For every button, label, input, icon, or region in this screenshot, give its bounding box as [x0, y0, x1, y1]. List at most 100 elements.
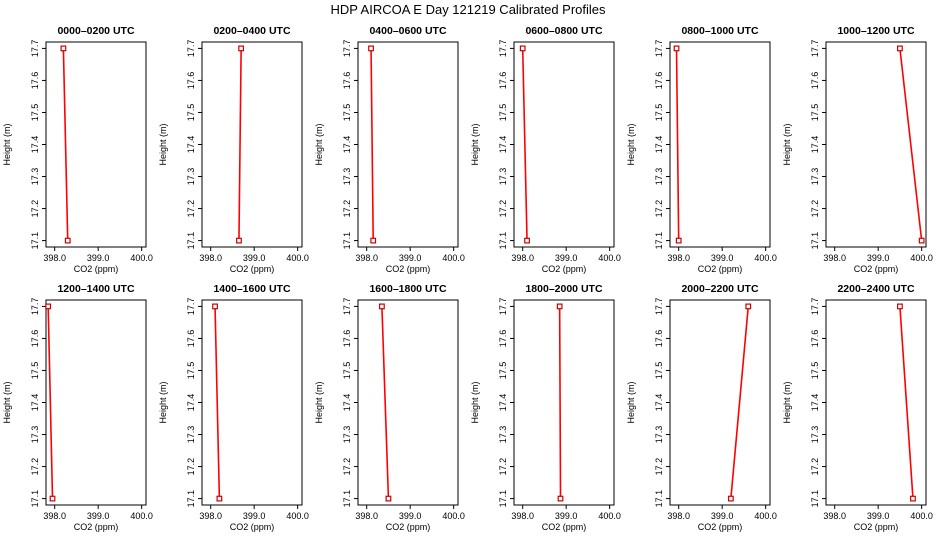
y-tick-label: 17.4: [342, 394, 352, 412]
data-point: [385, 495, 392, 502]
y-tick-label: 17.6: [810, 72, 820, 90]
data-point: [216, 495, 223, 502]
y-tick-label: 17.1: [810, 490, 820, 508]
x-tick-label: 398.0: [43, 253, 66, 263]
profile-line: [730, 306, 750, 499]
x-axis-label: CO2 (ppm): [854, 264, 899, 274]
y-tick-label: 17.4: [498, 394, 508, 412]
data-point: [49, 495, 56, 502]
y-tick-label: 17.5: [810, 104, 820, 122]
y-tick-label: 17.5: [186, 104, 196, 122]
y-tick-label: 17.3: [342, 168, 352, 186]
y-tick-label: 17.1: [654, 232, 664, 250]
y-tick-label: 17.3: [498, 426, 508, 444]
x-tick-label: 400.0: [130, 253, 153, 263]
x-tick-label: 400.0: [442, 253, 465, 263]
y-tick-label: 17.2: [810, 200, 820, 218]
panel-title: 0400–0600 UTC: [369, 25, 446, 37]
y-tick-label: 17.7: [30, 40, 40, 58]
x-axis-label: CO2 (ppm): [542, 264, 587, 274]
x-axis-label: CO2 (ppm): [854, 522, 899, 532]
y-axis-label: Height (m): [626, 123, 636, 165]
y-tick-label: 17.2: [498, 458, 508, 476]
panel-8: 1400–1600 UTC 398.0 399.0 400.0 17.1 17.2 17.3…: [158, 283, 309, 532]
y-tick-label: 17.2: [186, 458, 196, 476]
y-tick-label: 17.4: [186, 136, 196, 154]
x-tick-label: 399.0: [867, 253, 890, 263]
panel-6: 1000–1200 UTC 398.0 399.0 400.0 17.1 17.2 17.3…: [782, 25, 933, 274]
data-point: [370, 237, 377, 244]
data-point: [673, 45, 680, 52]
y-tick-label: 17.4: [30, 136, 40, 154]
y-tick-label: 17.3: [30, 168, 40, 186]
y-axis-label: Height (m): [158, 123, 168, 165]
y-axis-label: Height (m): [470, 123, 480, 165]
y-tick-label: 17.4: [342, 136, 352, 154]
profile-line: [214, 306, 221, 499]
data-point: [238, 45, 245, 52]
y-tick-label: 17.6: [498, 330, 508, 348]
data-point: [519, 45, 526, 52]
panel-title: 1600–1800 UTC: [369, 283, 446, 295]
y-tick-label: 17.5: [810, 362, 820, 380]
y-tick-label: 17.6: [30, 72, 40, 90]
y-tick-label: 17.4: [654, 394, 664, 412]
y-axis-label: Height (m): [782, 123, 792, 165]
y-tick-label: 17.2: [654, 200, 664, 218]
y-tick-label: 17.1: [30, 232, 40, 250]
panel-title: 2200–2400 UTC: [837, 283, 914, 295]
y-tick-label: 17.3: [186, 426, 196, 444]
data-point: [675, 237, 682, 244]
y-tick-label: 17.2: [498, 200, 508, 218]
y-tick-label: 17.6: [342, 330, 352, 348]
data-point: [45, 303, 52, 310]
x-tick-label: 399.0: [243, 511, 266, 521]
profile-line: [62, 48, 69, 241]
x-tick-label: 399.0: [555, 253, 578, 263]
y-tick-label: 17.5: [654, 104, 664, 122]
x-axis-label: CO2 (ppm): [74, 522, 119, 532]
x-tick-label: 400.0: [442, 511, 465, 521]
data-point: [236, 237, 242, 244]
x-tick-label: 399.0: [87, 511, 110, 521]
profile-line: [370, 48, 375, 241]
x-tick-label: 398.0: [667, 511, 690, 521]
panel-title: 0200–0400 UTC: [213, 25, 290, 37]
x-tick-label: 399.0: [711, 253, 734, 263]
y-tick-label: 17.7: [810, 298, 820, 316]
y-axis-label: Height (m): [314, 381, 324, 423]
y-tick-label: 17.7: [30, 298, 40, 316]
y-tick-label: 17.7: [186, 40, 196, 58]
data-point: [918, 237, 925, 244]
y-tick-label: 17.7: [654, 298, 664, 316]
y-tick-label: 17.2: [810, 458, 820, 476]
y-tick-label: 17.2: [30, 200, 40, 218]
profile-line: [381, 306, 390, 499]
profile-line: [899, 306, 914, 499]
x-tick-label: 400.0: [754, 511, 777, 521]
y-tick-label: 17.5: [342, 104, 352, 122]
x-tick-label: 398.0: [199, 253, 222, 263]
y-tick-label: 17.7: [810, 40, 820, 58]
x-tick-label: 399.0: [399, 253, 422, 263]
x-tick-label: 400.0: [754, 253, 777, 263]
y-axis-label: Height (m): [2, 123, 12, 165]
y-tick-label: 17.3: [186, 168, 196, 186]
y-tick-label: 17.5: [654, 362, 664, 380]
x-tick-label: 398.0: [355, 511, 378, 521]
y-axis-label: Height (m): [2, 381, 12, 423]
plot-frame: [201, 41, 303, 248]
x-tick-label: 398.0: [667, 253, 690, 263]
x-tick-label: 399.0: [243, 253, 266, 263]
y-tick-label: 17.6: [342, 72, 352, 90]
y-tick-label: 17.6: [654, 72, 664, 90]
y-tick-label: 17.3: [654, 168, 664, 186]
data-point: [212, 303, 218, 310]
x-tick-label: 398.0: [823, 511, 846, 521]
y-tick-label: 17.5: [186, 362, 196, 380]
data-point: [557, 495, 564, 502]
x-tick-label: 399.0: [711, 511, 734, 521]
y-tick-label: 17.6: [810, 330, 820, 348]
panel-7: 1200–1400 UTC 398.0 399.0 400.0 17.1 17.2 17.3…: [2, 283, 153, 532]
